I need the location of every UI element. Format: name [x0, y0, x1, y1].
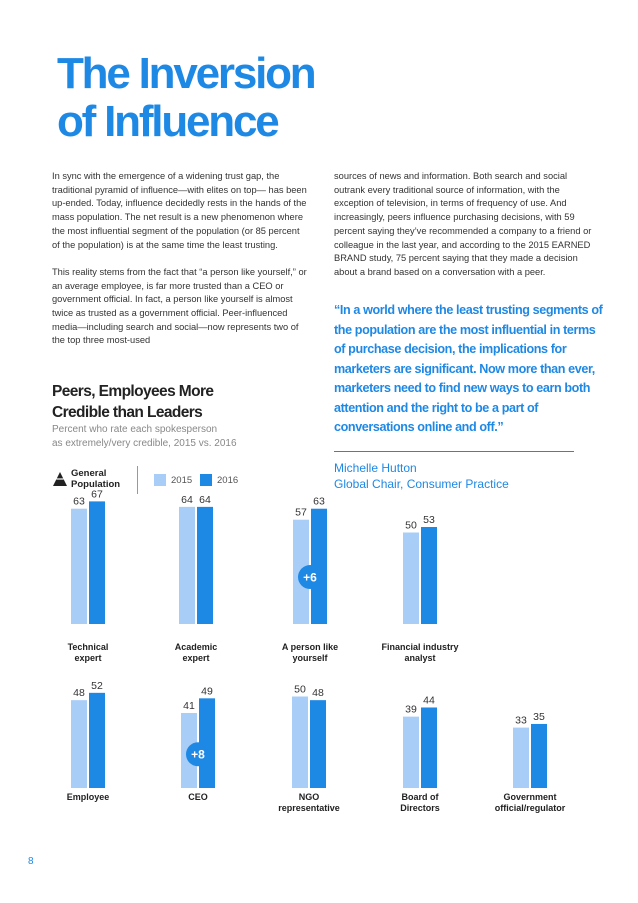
bar-2015-ngo-representative: [292, 696, 308, 788]
bar-2016-government-official-regulator: [531, 723, 547, 788]
chart-title-line-1: Peers, Employees More: [52, 383, 214, 400]
paragraph-sources-of-news: sources of news and information. Both se…: [334, 171, 592, 277]
bar-2015-board-of-directors: [403, 716, 419, 788]
value-label-2016-ceo: 49: [201, 685, 213, 697]
quote-author-name: Michelle Hutton: [334, 461, 417, 475]
chart-subtitle-line-1: Percent who rate each spokesperson: [52, 424, 218, 435]
right-column-text: sources of news and information. Both se…: [334, 170, 594, 293]
value-label-2016-financial-industry-analyst: 53: [423, 514, 435, 526]
paragraph-person-like-yourself: This reality stems from the fact that “a…: [52, 266, 307, 346]
value-label-2016-employee: 52: [91, 680, 103, 692]
value-label-2015-academic-expert: 64: [181, 494, 193, 506]
legend-2015-swatch: [154, 474, 166, 486]
value-label-2015-ceo: 41: [183, 700, 195, 712]
legend-2015-label: 2015: [171, 475, 193, 486]
bar-2015-financial-industry-analyst: [403, 532, 419, 624]
bar-2016-financial-industry-analyst: [421, 527, 437, 624]
category-label-ceo: CEO: [188, 792, 208, 802]
chart-subtitle: Percent who rate each spokesperson as ex…: [52, 423, 237, 451]
change-badge-ceo: [186, 742, 210, 767]
quote-divider: [334, 451, 574, 452]
value-label-2016-a-person-like-yourself: 63: [313, 496, 325, 508]
value-label-2015-a-person-like-yourself: 57: [295, 507, 307, 519]
category-label-academic-expert-line-2: expert: [182, 653, 209, 663]
value-label-2015-government-official-regulator: 33: [515, 715, 527, 727]
value-label-2015-employee: 48: [73, 687, 85, 699]
category-label-government-official-regulator-line-1: Government: [503, 792, 556, 802]
category-label-technical-expert-line-1: Technical: [68, 642, 109, 652]
value-label-2015-ngo-representative: 50: [294, 684, 306, 696]
bar-2016-academic-expert: [197, 506, 213, 624]
value-label-2016-ngo-representative: 48: [312, 687, 324, 699]
bar-2016-ceo: [199, 698, 215, 788]
category-label-financial-industry-analyst-line-2: analyst: [404, 653, 435, 663]
bar-2016-board-of-directors: [421, 707, 437, 788]
value-label-2016-board-of-directors: 44: [423, 694, 435, 706]
category-label-financial-industry-analyst-line-1: Financial industry: [381, 642, 458, 652]
chart-subtitle-line-2: as extremely/very credible, 2015 vs. 201…: [52, 438, 237, 449]
bar-2016-a-person-like-yourself: [311, 508, 327, 624]
population-pyramid-icon: [53, 472, 67, 486]
legend-2016-label: 2016: [217, 475, 239, 486]
bar-2015-government-official-regulator: [513, 727, 529, 788]
value-label-2016-technical-expert: 67: [91, 488, 103, 500]
quote-author-role: Global Chair, Consumer Practice: [334, 477, 509, 491]
category-label-a-person-like-yourself-line-2: yourself: [292, 653, 328, 663]
category-label-employee: Employee: [67, 792, 110, 802]
paragraph-trust-gap: In sync with the emergence of a widening…: [52, 171, 307, 250]
value-label-2016-academic-expert: 64: [199, 494, 211, 506]
legend-divider: [137, 466, 138, 494]
page-title: The Inversion of Influence: [57, 49, 317, 146]
bar-2016-ngo-representative: [310, 700, 326, 788]
page-title-line-1: The Inversion: [57, 49, 317, 98]
category-label-board-of-directors-line-1: Board of: [402, 792, 440, 802]
change-badge-label-a-person-like-yourself: +6: [303, 571, 317, 585]
category-label-board-of-directors-line-2: Directors: [400, 803, 440, 813]
bar-2015-academic-expert: [179, 506, 195, 624]
bar-2016-technical-expert: [89, 501, 105, 624]
category-label-a-person-like-yourself-line-1: A person like: [282, 642, 338, 652]
value-label-2015-technical-expert: 63: [73, 496, 85, 508]
category-label-academic-expert-line-1: Academic: [175, 642, 218, 652]
legend-2016-swatch: [200, 474, 212, 486]
left-column-text: In sync with the emergence of a widening…: [52, 170, 308, 362]
page-number: 8: [28, 856, 34, 867]
change-badge-label-ceo: +8: [191, 748, 205, 762]
chart-title-line-2: Credible than Leaders: [52, 404, 203, 421]
bar-2015-technical-expert: [71, 508, 87, 624]
category-label-government-official-regulator-line-2: official/regulator: [495, 803, 566, 813]
value-label-2015-board-of-directors: 39: [405, 704, 417, 716]
category-label-ngo-representative-line-1: NGO: [299, 792, 320, 802]
chart-title: Peers, Employees More Credible than Lead…: [52, 381, 214, 423]
change-badge-a-person-like-yourself: [298, 565, 322, 590]
bar-2016-employee: [89, 692, 105, 788]
category-label-technical-expert-line-2: expert: [74, 653, 101, 663]
legend-population-label: General Population: [71, 468, 121, 490]
category-label-ngo-representative-line-2: representative: [278, 803, 340, 813]
bar-2015-employee: [71, 700, 87, 788]
value-label-2016-government-official-regulator: 35: [533, 711, 545, 723]
page-title-line-2: of Influence: [57, 97, 280, 146]
value-label-2015-financial-industry-analyst: 50: [405, 520, 417, 532]
pull-quote: “In a world where the least trusting seg…: [334, 303, 603, 434]
